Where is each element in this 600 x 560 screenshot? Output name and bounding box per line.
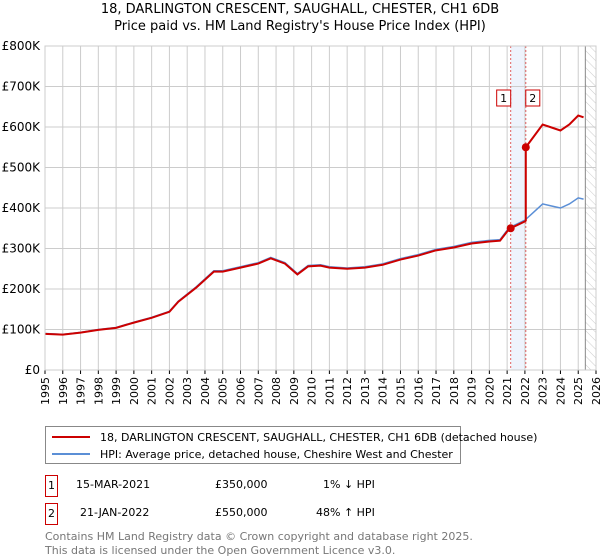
legend: 18, DARLINGTON CRESCENT, SAUGHALL, CHEST… [45, 426, 537, 464]
legend-label-hpi: HPI: Average price, detached house, Ches… [100, 447, 453, 461]
sale-marker-label: 1 [45, 475, 58, 497]
y-tick-label: £600K [2, 120, 42, 134]
x-tick-label: 2013 [359, 377, 372, 405]
x-tick-label: 2004 [199, 377, 212, 405]
y-tick-label: £400K [2, 201, 42, 215]
sale-point [506, 224, 515, 233]
sale-price: £550,000 [215, 506, 268, 519]
x-tick-label: 1997 [75, 377, 88, 405]
x-tick-label: 2023 [537, 377, 550, 405]
sale-label: 2 [529, 92, 536, 105]
x-tick-label: 2022 [519, 377, 532, 405]
x-tick-label: 2024 [554, 377, 567, 405]
footer-line1: Contains HM Land Registry data © Crown c… [45, 530, 473, 543]
x-tick-label: 2025 [572, 377, 585, 405]
x-tick-label: 2021 [501, 377, 514, 405]
y-tick-label: £0 [25, 363, 40, 377]
y-tick-label: £300K [2, 242, 42, 256]
x-tick-label: 2010 [306, 377, 319, 405]
sale-label-box [525, 89, 541, 107]
x-tick-label: 1999 [110, 377, 123, 405]
plot-border [44, 45, 597, 371]
sale-price: £350,000 [215, 478, 268, 491]
footer: Contains HM Land Registry data © Crown c… [45, 530, 473, 558]
sale-hpi: 48% ↑ HPI [316, 506, 375, 519]
sale-date: 21-JAN-2022 [80, 506, 150, 519]
footer-line2: This data is licensed under the Open Gov… [45, 544, 396, 557]
legend-swatch-hpi [52, 453, 90, 455]
x-tick-label: 2017 [430, 377, 443, 405]
chart-title: 18, DARLINGTON CRESCENT, SAUGHALL, CHEST… [100, 2, 500, 17]
y-tick-label: £700K [2, 80, 42, 94]
sale-label: 1 [500, 92, 507, 105]
chart-subtitle: Price paid vs. HM Land Registry's House … [114, 19, 486, 34]
x-tick-label: 2005 [217, 377, 230, 405]
y-tick-label: £800K [2, 39, 42, 53]
sale-marker-label: 2 [45, 503, 58, 525]
x-tick-label: 2026 [590, 377, 600, 405]
x-tick-label: 2002 [163, 377, 176, 405]
x-tick-label: 2015 [394, 377, 407, 405]
x-tick-label: 2012 [341, 377, 354, 405]
x-tick-label: 1995 [39, 377, 52, 405]
legend-label-property: 18, DARLINGTON CRESCENT, SAUGHALL, CHEST… [100, 430, 538, 444]
y-tick-label: £500K [2, 161, 42, 175]
sale-point [521, 143, 530, 152]
x-tick-label: 1998 [92, 377, 105, 405]
x-tick-label: 2011 [323, 377, 336, 405]
sale-hpi: 1% ↓ HPI [323, 478, 375, 491]
x-tick-label: 2020 [483, 377, 496, 405]
x-tick-label: 2006 [235, 377, 248, 405]
x-tick-label: 2008 [270, 377, 283, 405]
x-tick-label: 2007 [252, 377, 265, 405]
x-tick-label: 2019 [466, 377, 479, 405]
property-line [44, 114, 584, 336]
legend-swatch-property [52, 436, 90, 438]
x-tick-label: 1996 [57, 377, 70, 405]
y-tick-label: £200K [2, 282, 42, 296]
x-tick-label: 2016 [412, 377, 425, 405]
x-tick-label: 2018 [448, 377, 461, 405]
plot-area: £0 £100K £200K £300K £400K £500K £600K £700K £80… [2, 39, 600, 405]
x-tick-label: 2009 [288, 377, 301, 405]
x-tick-label: 2003 [181, 377, 194, 405]
sale-label-box [496, 89, 512, 107]
x-tick-label: 2014 [377, 377, 390, 405]
x-tick-label: 2000 [128, 377, 141, 405]
sale-date: 15-MAR-2021 [76, 478, 151, 491]
x-tick-label: 2001 [146, 377, 159, 405]
y-tick-label: £100K [2, 323, 42, 337]
